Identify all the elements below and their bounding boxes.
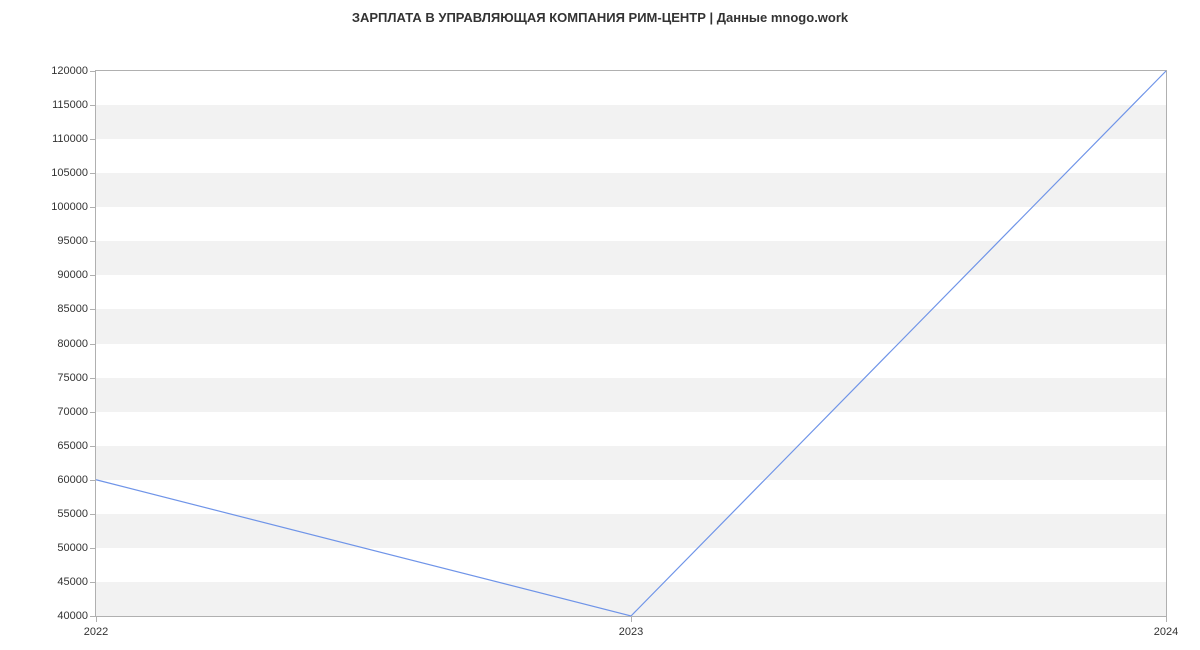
plot-area: 4000045000500005500060000650007000075000… bbox=[95, 70, 1167, 617]
y-tick-mark bbox=[90, 173, 96, 174]
y-tick-mark bbox=[90, 480, 96, 481]
x-tick-mark bbox=[1166, 616, 1167, 622]
x-tick-mark bbox=[96, 616, 97, 622]
x-tick-mark bbox=[631, 616, 632, 622]
y-tick-mark bbox=[90, 446, 96, 447]
y-tick-mark bbox=[90, 71, 96, 72]
series-line bbox=[96, 71, 1166, 616]
y-tick-mark bbox=[90, 514, 96, 515]
y-tick-mark bbox=[90, 105, 96, 106]
chart-title: ЗАРПЛАТА В УПРАВЛЯЮЩАЯ КОМПАНИЯ РИМ-ЦЕНТ… bbox=[0, 0, 1200, 25]
y-tick-mark bbox=[90, 378, 96, 379]
y-tick-mark bbox=[90, 207, 96, 208]
y-tick-mark bbox=[90, 139, 96, 140]
y-tick-mark bbox=[90, 548, 96, 549]
y-tick-mark bbox=[90, 275, 96, 276]
y-tick-mark bbox=[90, 582, 96, 583]
y-tick-mark bbox=[90, 241, 96, 242]
y-tick-mark bbox=[90, 344, 96, 345]
y-tick-mark bbox=[90, 309, 96, 310]
y-tick-mark bbox=[90, 412, 96, 413]
line-series bbox=[96, 71, 1166, 616]
